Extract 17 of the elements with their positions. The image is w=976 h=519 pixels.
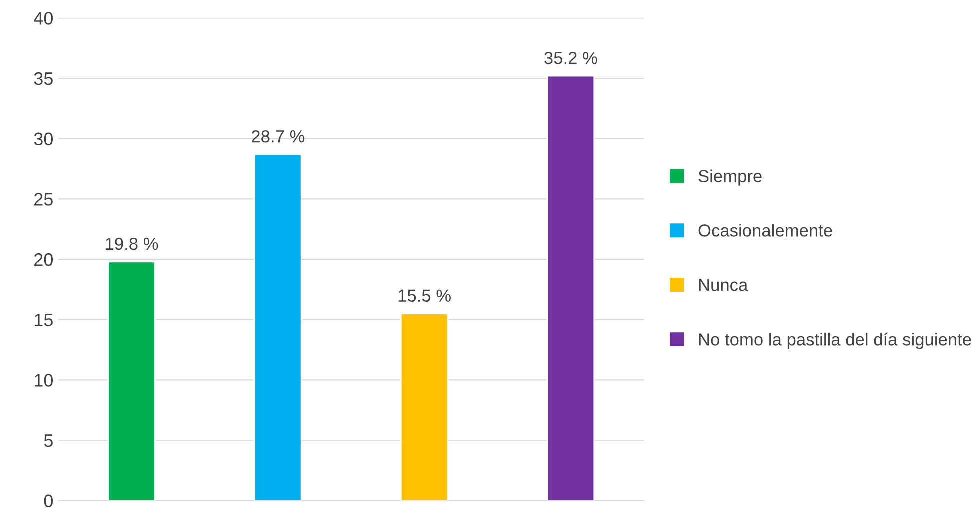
y-tick-label: 20 [34,253,53,266]
y-tick-label: 10 [34,374,53,387]
data-label: 28.7 % [252,130,305,143]
y-tick-label: 30 [34,132,53,146]
data-label: 19.8 % [106,238,158,250]
y-tick-label: 25 [34,193,53,206]
legend-label: Nunca [699,279,748,292]
data-label: 35.2 % [544,52,598,64]
y-tick-label: 40 [34,12,53,25]
legend-label: No tomo la pastilla del día siguiente [699,332,972,350]
legend-label: Siempre [698,170,762,186]
y-tick-label: 35 [34,72,53,86]
y-tick-label: 0 [44,494,53,508]
y-tick-label: 15 [34,314,53,327]
y-tick-label: 5 [44,434,53,448]
legend-label: Ocasionalemente [698,224,832,237]
data-label: 15.5 % [398,290,451,302]
